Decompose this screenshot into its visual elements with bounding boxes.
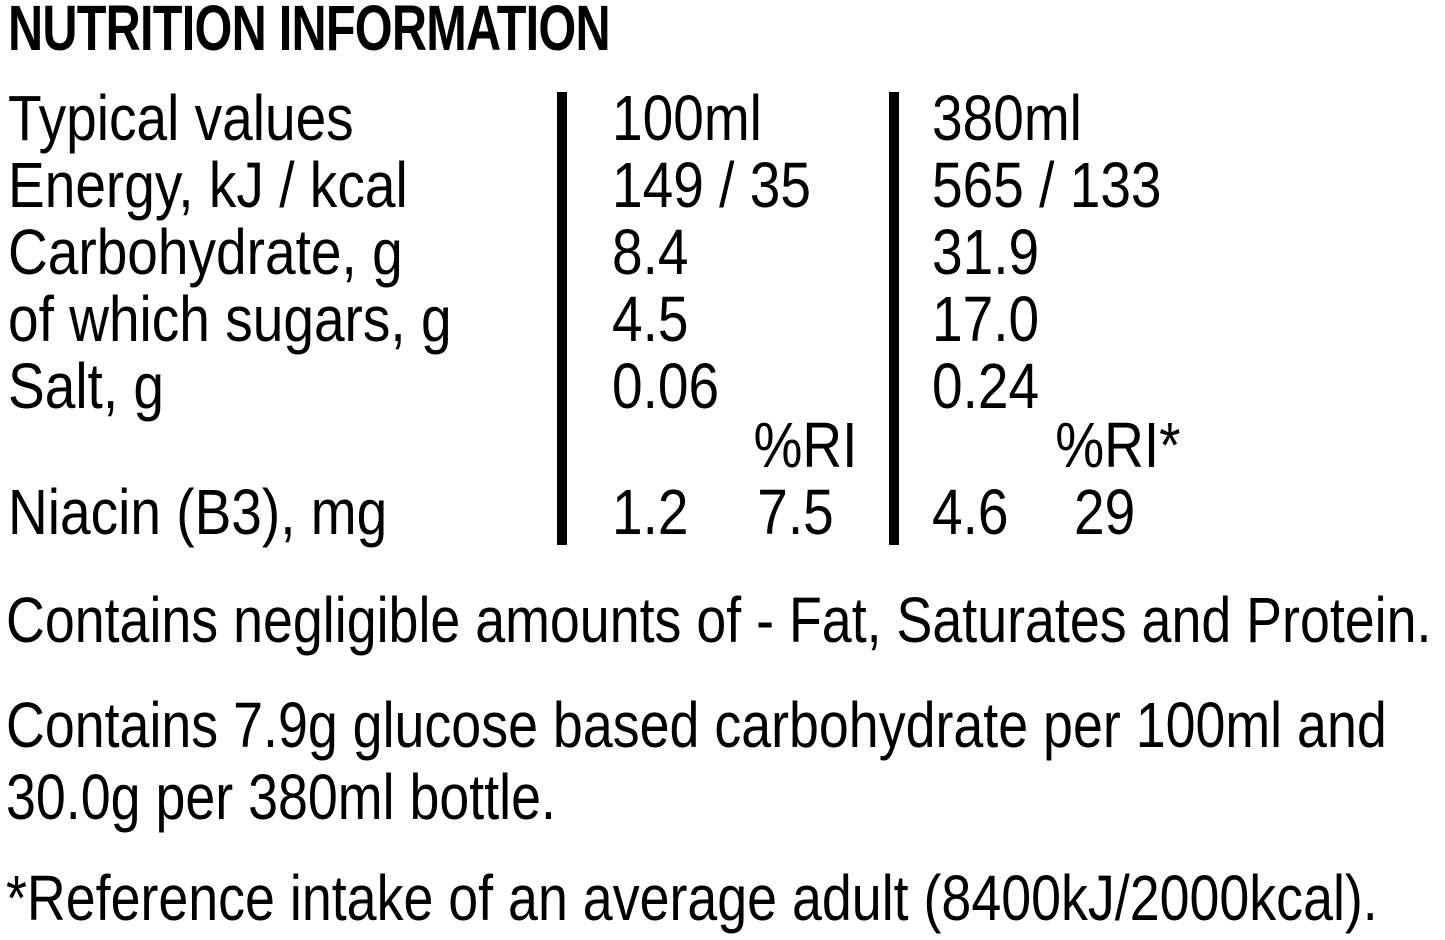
row-label-energy: Energy, kJ / kcal [8, 149, 408, 221]
value-energy-100ml: 149 / 35 [612, 149, 811, 221]
nutrition-table: Typical values 100ml 380ml Energy, kJ / … [0, 86, 1445, 550]
column-divider-380ml [889, 92, 899, 545]
ri-header-380ml: %RI* [1055, 409, 1181, 481]
table-header-serving-100ml: 100ml [612, 82, 762, 154]
value-carbohydrate-100ml: 8.4 [612, 216, 689, 288]
row-label-salt: Salt, g [8, 350, 165, 422]
value-carbohydrate-380ml: 31.9 [932, 216, 1040, 288]
value-energy-380ml: 565 / 133 [932, 149, 1162, 221]
page-title-text: NUTRITION INFORMATION [8, 0, 611, 64]
note-negligible-amounts: Contains negligible amounts of - Fat, Sa… [6, 584, 1432, 656]
column-divider-100ml [557, 92, 567, 545]
value-sugars-100ml: 4.5 [612, 283, 689, 355]
value-niacin-100ml: 1.2 [612, 476, 689, 548]
note-glucose-content: Contains 7.9g glucose based carbohydrate… [6, 689, 1387, 833]
table-header-label: Typical values [8, 82, 354, 154]
ri-value-niacin-380ml: 29 [1074, 476, 1136, 548]
note-reference-intake: *Reference intake of an average adult (8… [6, 862, 1378, 934]
row-label-niacin: Niacin (B3), mg [8, 476, 388, 548]
table-header-serving-380ml: 380ml [932, 82, 1082, 154]
row-label-carbohydrate: Carbohydrate, g [8, 216, 403, 288]
value-salt-380ml: 0.24 [932, 350, 1040, 422]
value-niacin-380ml: 4.6 [932, 476, 1009, 548]
value-sugars-380ml: 17.0 [932, 283, 1040, 355]
page-title: NUTRITION INFORMATION [8, 0, 800, 64]
row-label-sugars: of which sugars, g [8, 283, 452, 355]
ri-header-100ml: %RI [753, 409, 858, 481]
ri-value-niacin-100ml: 7.5 [756, 476, 834, 548]
value-salt-100ml: 0.06 [612, 350, 720, 422]
